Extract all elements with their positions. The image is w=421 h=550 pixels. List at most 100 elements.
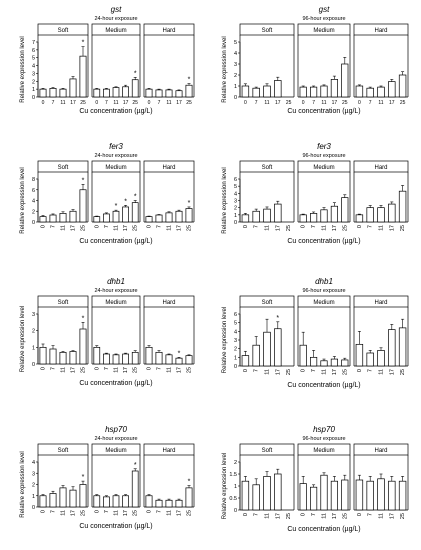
- x-tick-label: 25: [133, 225, 139, 231]
- x-tick-label: 25: [286, 225, 292, 231]
- x-tick-label: 0: [146, 510, 152, 513]
- bar: [122, 86, 129, 98]
- x-tick-label: 11: [166, 225, 172, 231]
- x-tick-label: 11: [264, 513, 270, 519]
- x-tick-label: 0: [244, 100, 247, 106]
- bar: [330, 358, 338, 367]
- y-tick-label: 1: [234, 213, 237, 219]
- y-tick-label: 1: [32, 345, 35, 351]
- bar: [103, 213, 110, 223]
- x-tick-label: 7: [254, 369, 260, 372]
- y-tick-label: 5: [32, 56, 35, 62]
- bar: [252, 344, 260, 367]
- gene-title: gst: [319, 5, 330, 14]
- group-label: Medium: [313, 448, 334, 454]
- x-tick-label: 7: [156, 225, 162, 228]
- y-axis-label: Relative expression level: [20, 306, 26, 372]
- y-axis-label: Relative expression level: [222, 307, 228, 373]
- bar: [310, 213, 318, 223]
- bar: [320, 360, 328, 367]
- bar: [49, 493, 57, 508]
- bar: [165, 212, 173, 223]
- x-tick-label: 25: [133, 510, 139, 516]
- y-tick-label: 0: [234, 220, 237, 226]
- x-tick-label: 11: [321, 369, 327, 375]
- bar: [341, 359, 349, 367]
- y-tick-label: 2: [234, 347, 237, 353]
- x-tick-label: 0: [42, 100, 45, 106]
- group-label: Hard: [374, 300, 387, 306]
- group-label-box: [239, 295, 295, 308]
- x-tick-label: 0: [243, 369, 249, 372]
- x-tick-label: 7: [311, 225, 317, 228]
- x-tick-label: 25: [286, 100, 292, 106]
- x-tick-label: 7: [368, 513, 374, 516]
- x-tick-label: 11: [378, 225, 384, 231]
- bar: [155, 499, 163, 508]
- x-tick-label: 0: [148, 100, 151, 106]
- x-tick-label: 17: [176, 225, 182, 231]
- y-tick-label: 3: [32, 312, 35, 318]
- bar: [145, 495, 153, 508]
- bar: [69, 78, 77, 98]
- x-tick-label: 17: [332, 513, 338, 519]
- bar: [175, 357, 183, 365]
- x-tick-label: 17: [70, 225, 76, 231]
- bar: [165, 499, 173, 508]
- x-tick-label: 17: [176, 510, 182, 516]
- y-tick-label: 6: [32, 188, 35, 194]
- group-label: Medium: [313, 28, 334, 34]
- y-tick-label: 6: [234, 177, 237, 183]
- bar: [112, 354, 120, 365]
- x-tick-label: 0: [95, 100, 98, 106]
- y-tick-label: 1: [234, 355, 237, 361]
- y-tick-label: 0: [234, 508, 237, 514]
- group-label: Hard: [162, 300, 175, 306]
- group-label: Medium: [105, 28, 126, 34]
- group-label: Medium: [313, 165, 334, 171]
- bar: [252, 484, 260, 511]
- x-tick-label: 25: [400, 513, 406, 519]
- y-tick-label: 1.5: [229, 472, 237, 478]
- x-tick-label: 7: [105, 100, 108, 106]
- bar: [355, 479, 364, 511]
- x-tick-label: 11: [264, 225, 270, 231]
- chart-subtitle: 24-hour exposure: [94, 153, 137, 159]
- bar: [175, 499, 183, 508]
- bar: [366, 480, 374, 511]
- bar: [145, 346, 153, 365]
- y-tick-label: 5: [234, 184, 237, 190]
- group-label-box: [91, 295, 141, 308]
- x-tick-label: 17: [332, 369, 338, 375]
- bar: [388, 480, 396, 511]
- bar: [122, 206, 129, 223]
- bar: [39, 346, 47, 365]
- y-tick-label: 6: [32, 48, 35, 54]
- x-tick-label: 7: [254, 513, 260, 516]
- chart-subtitle: 96-hour exposure: [302, 436, 345, 442]
- group-label-box: [37, 23, 89, 36]
- x-tick-label: 25: [400, 100, 406, 106]
- bar: [175, 210, 183, 223]
- bar: [263, 476, 271, 511]
- bar: [310, 356, 318, 367]
- group-label-box: [297, 23, 351, 36]
- y-tick-label: 8: [32, 177, 35, 183]
- bar: [185, 355, 193, 365]
- y-tick-label: 5: [234, 321, 237, 327]
- x-tick-label: 17: [389, 225, 395, 231]
- y-tick-label: 4: [32, 64, 35, 70]
- bar: [263, 331, 271, 367]
- x-tick-label: 7: [104, 367, 110, 370]
- significance-star: *: [82, 474, 85, 481]
- bar: [131, 202, 139, 223]
- bar: [241, 355, 250, 367]
- y-tick-label: 2: [32, 483, 35, 489]
- bar: [79, 55, 87, 98]
- bar: [299, 344, 307, 367]
- y-axis-label: Relative expression level: [20, 167, 26, 233]
- chart-subtitle: 24-hour exposure: [94, 436, 137, 442]
- x-tick-label: 25: [286, 369, 292, 375]
